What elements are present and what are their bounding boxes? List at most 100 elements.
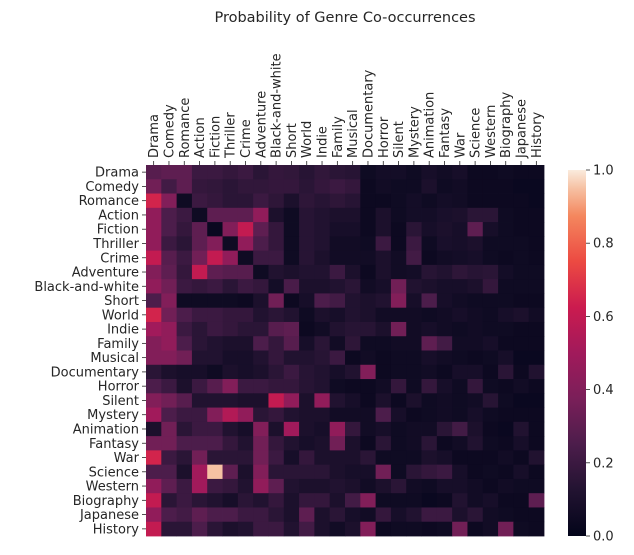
heatmap-cell [390,293,407,309]
heatmap-cell [237,236,254,252]
heatmap-cell [345,521,361,537]
heatmap-cell [191,450,208,466]
heatmap-cell [268,350,285,366]
heatmap-cell [345,436,361,451]
heatmap-cell [237,307,254,323]
heatmap-cell [268,493,285,508]
heatmap-cell [299,264,315,280]
heatmap-cell [299,193,315,209]
heatmap-cell [345,279,361,294]
heatmap-cell [482,379,499,394]
heatmap-cell [436,464,453,480]
heatmap-cell [268,421,285,437]
heatmap-cell [390,222,407,237]
heatmap-cell [283,379,300,394]
heatmap-cell [390,165,407,180]
heatmap-cell [253,421,269,437]
heatmap-cell [345,478,361,494]
heatmap-cell [329,207,346,223]
heatmap-cell [528,393,545,408]
heatmap-cell [176,236,193,252]
heatmap-cell [436,407,453,423]
heatmap-cell [222,236,239,252]
heatmap-cell [436,507,453,523]
heatmap-cell [406,521,422,537]
heatmap-cell [390,421,407,437]
heatmap-cell [146,279,162,294]
x-tick-label: Biography [499,91,514,158]
heatmap-cells [146,165,545,537]
heatmap-cell [191,350,208,366]
heatmap-cell [513,421,530,437]
heatmap-cell [360,421,377,437]
heatmap-cell [452,279,468,294]
heatmap-cell [161,207,178,223]
heatmap-cell [345,307,361,323]
heatmap-cell [345,236,361,252]
heatmap-cell [498,364,514,380]
heatmap-cell [452,464,468,480]
heatmap-cell [452,350,468,366]
heatmap-cell [528,250,545,266]
heatmap-cell [467,393,484,408]
heatmap-cell [222,250,239,266]
heatmap-cell [207,179,223,194]
heatmap-cell [161,336,178,351]
x-tick-label: Silent [392,121,407,158]
heatmap-cell [390,393,407,408]
heatmap-cell [360,436,377,451]
heatmap-cell [482,336,499,351]
heatmap-cell [436,421,453,437]
heatmap-cell [237,193,254,209]
heatmap-cell [360,521,377,537]
heatmap-cell [513,478,530,494]
colorbar-tick-label: 1.0 [593,164,614,179]
heatmap-cell [375,193,392,209]
heatmap-cell [176,436,193,451]
heatmap-cell [329,250,346,266]
heatmap-cell [406,507,422,523]
heatmap-cell [176,407,193,423]
heatmap-cell [375,336,392,351]
x-tick-label: Animation [423,92,438,158]
heatmap-cell [406,336,422,351]
heatmap-cell [436,236,453,252]
heatmap-cell [513,307,530,323]
heatmap-cell [146,379,162,394]
heatmap-cell [528,464,545,480]
heatmap-cell [146,165,162,180]
heatmap-cell [482,507,499,523]
heatmap-cell [207,507,223,523]
heatmap-cell [237,207,254,223]
heatmap-cell [467,436,484,451]
heatmap-cell [513,279,530,294]
heatmap-cell [482,279,499,294]
y-tick-label: Mystery [87,408,139,423]
heatmap-cell [222,207,239,223]
heatmap-cell [314,407,331,423]
heatmap-cell [191,236,208,252]
heatmap-cell [314,264,331,280]
heatmap-cell [467,279,484,294]
heatmap-cell [467,464,484,480]
heatmap-cell [191,464,208,480]
heatmap-cell [222,364,239,380]
heatmap-cell [375,350,392,366]
x-tick-label: Crime [239,119,254,158]
heatmap-cell [482,250,499,266]
heatmap-cell [482,179,499,194]
heatmap-cell [176,207,193,223]
heatmap-cell [513,407,530,423]
heatmap-cell [498,279,514,294]
y-tick-label: Japanese [79,508,139,523]
heatmap-cell [207,393,223,408]
heatmap-cell [513,293,530,309]
heatmap-cell [436,250,453,266]
heatmap-cell [176,250,193,266]
heatmap-cell [513,222,530,237]
y-tick-label: Indie [107,323,139,338]
heatmap-cell [161,379,178,394]
heatmap-cell [222,521,239,537]
heatmap-cell [191,393,208,408]
heatmap-cell [161,521,178,537]
